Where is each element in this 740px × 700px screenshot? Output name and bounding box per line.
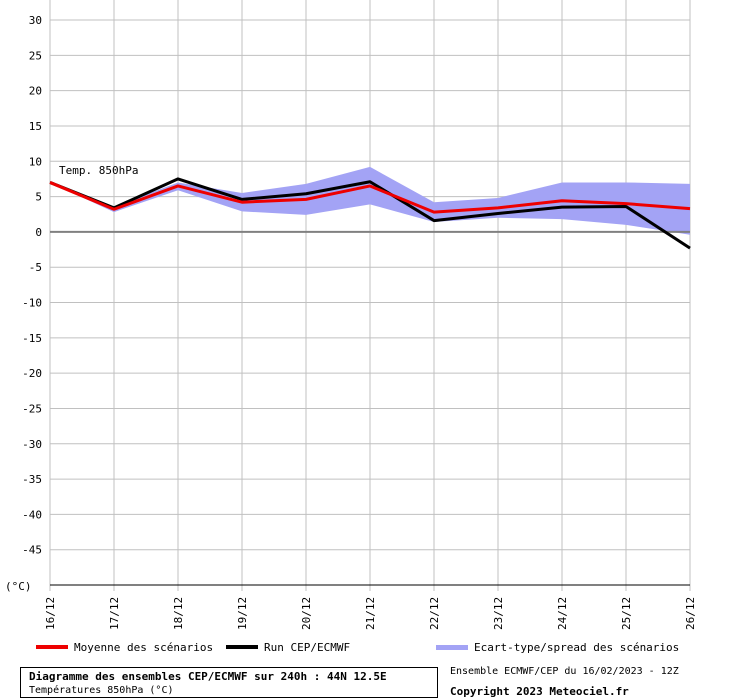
y-tick-label: -40 bbox=[22, 508, 42, 521]
x-tick-label: 22/12 bbox=[428, 597, 441, 630]
y-tick-label: 5 bbox=[35, 191, 42, 204]
chart-grid bbox=[49, 0, 691, 591]
x-tick-label: 21/12 bbox=[364, 597, 377, 630]
x-tick-label: 24/12 bbox=[556, 597, 569, 630]
unit-label: (°C) bbox=[5, 580, 32, 593]
y-tick-label: 10 bbox=[29, 155, 42, 168]
y-tick-label: -30 bbox=[22, 438, 42, 451]
legend-spread-label: Ecart-type/spread des scénarios bbox=[474, 640, 680, 654]
spread-band bbox=[50, 166, 690, 235]
copyright: Copyright 2023 Meteociel.fr bbox=[450, 685, 629, 698]
legend-run-swatch bbox=[226, 645, 258, 649]
y-tick-label: -15 bbox=[22, 332, 42, 345]
x-tick-label: 26/12 bbox=[684, 597, 697, 630]
legend-mean-swatch bbox=[36, 645, 68, 649]
y-tick-label: -45 bbox=[22, 544, 42, 557]
legend-mean: Moyenne des scénarios bbox=[36, 639, 213, 655]
footer-title-box: Diagramme des ensembles CEP/ECMWF sur 24… bbox=[20, 667, 438, 698]
run-info: Ensemble ECMWF/CEP du 16/02/2023 - 12Z bbox=[450, 666, 679, 677]
y-tick-labels: 30 25 20 15 10 5 0 -5 -10 -15 -20 -25 -30 -35 -40 -45 bbox=[22, 14, 42, 557]
footer-subtitle: Températures 850hPa (°C) bbox=[29, 685, 174, 696]
y-tick-label: -5 bbox=[29, 261, 42, 274]
x-tick-label: 25/12 bbox=[620, 597, 633, 630]
legend-run: Run CEP/ECMWF bbox=[226, 639, 350, 655]
ensemble-chart: 30 25 20 15 10 5 0 -5 -10 -15 -20 -25 -30 -35 -40 -45 1… bbox=[5, 0, 697, 630]
y-tick-label: 20 bbox=[29, 85, 42, 98]
y-tick-label: 25 bbox=[29, 49, 42, 62]
legend-run-label: Run CEP/ECMWF bbox=[264, 640, 351, 654]
legend-spread: Ecart-type/spread des scénarios bbox=[436, 639, 679, 655]
x-tick-label: 19/12 bbox=[236, 597, 249, 630]
y-tick-label: -10 bbox=[22, 297, 42, 310]
y-tick-label: 30 bbox=[29, 14, 42, 27]
x-tick-label: 18/12 bbox=[172, 597, 185, 630]
y-tick-label: -25 bbox=[22, 402, 42, 415]
x-tick-label: 17/12 bbox=[108, 597, 121, 630]
x-tick-labels: 16/12 17/12 18/12 19/12 20/12 21/12 22/12 23/12… bbox=[44, 597, 697, 630]
chart-annotation: Temp. 850hPa bbox=[59, 164, 138, 177]
mean-series-line bbox=[49, 181, 691, 214]
x-tick-label: 16/12 bbox=[44, 597, 57, 630]
x-tick-label: 23/12 bbox=[492, 597, 505, 630]
y-tick-label: -35 bbox=[22, 473, 42, 486]
y-tick-label: 0 bbox=[35, 226, 42, 239]
legend-spread-swatch bbox=[436, 644, 468, 650]
legend-mean-label: Moyenne des scénarios bbox=[74, 640, 214, 654]
footer-title: Diagramme des ensembles CEP/ECMWF sur 24… bbox=[29, 670, 387, 683]
y-tick-label: -20 bbox=[22, 367, 42, 380]
run-series-line bbox=[49, 177, 691, 250]
y-tick-label: 15 bbox=[29, 120, 42, 133]
x-tick-label: 20/12 bbox=[300, 597, 313, 630]
